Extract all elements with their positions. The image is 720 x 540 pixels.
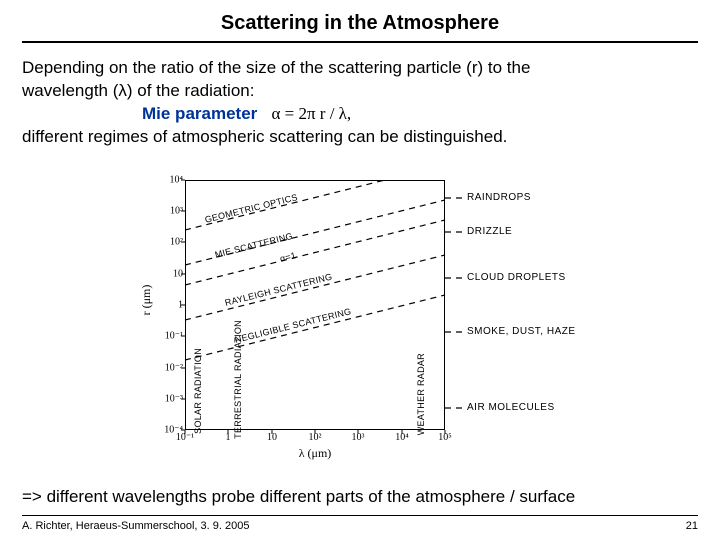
bottom-label: SOLAR RADIATION <box>193 348 203 434</box>
mie-label: Mie parameter <box>142 104 257 123</box>
footer-left: A. Richter, Heraeus-Summerschool, 3. 9. … <box>22 520 249 532</box>
right-label: AIR MOLECULES <box>467 402 555 413</box>
intro-line-3: different regimes of atmospheric scatter… <box>22 126 698 149</box>
bottom-label: WEATHER RADAR <box>416 353 426 435</box>
slide-title: Scattering in the Atmosphere <box>22 12 698 43</box>
xtick: 1 <box>226 432 231 443</box>
y-axis-label: r (μm) <box>139 284 154 315</box>
xtick: 10⁴ <box>395 432 409 443</box>
footer: A. Richter, Heraeus-Summerschool, 3. 9. … <box>22 515 698 532</box>
right-label: RAINDROPS <box>467 192 531 203</box>
xtick: 10⁻¹ <box>176 432 194 443</box>
xtick: 10⁵ <box>438 432 452 443</box>
mie-formula: α = 2π r / λ, <box>271 104 351 123</box>
intro-line-2: wavelength (λ) of the radiation: <box>22 80 698 103</box>
right-label: SMOKE, DUST, HAZE <box>467 326 576 337</box>
xtick: 10² <box>309 432 322 443</box>
slide: Scattering in the Atmosphere Depending o… <box>0 0 720 540</box>
x-axis-label: λ (μm) <box>299 446 332 461</box>
ytick: 10² <box>143 236 183 247</box>
ytick: 10⁻² <box>143 362 183 373</box>
right-label: DRIZZLE <box>467 226 512 237</box>
scattering-chart: 10⁻⁴ 10⁻³ 10⁻² 10⁻¹ 1 10 10² 10³ 10⁴ 10⁻… <box>125 170 595 460</box>
ytick: 10 <box>143 268 183 279</box>
ytick: 10³ <box>143 205 183 216</box>
ytick: 10⁻³ <box>143 393 183 404</box>
xtick: 10 <box>267 432 277 443</box>
right-label: CLOUD DROPLETS <box>467 272 566 283</box>
footer-right: 21 <box>686 520 698 532</box>
conclusion-text: => different wavelengths probe different… <box>22 487 698 507</box>
xtick: 10³ <box>352 432 365 443</box>
mie-parameter-line: Mie parameter α = 2π r / λ, <box>142 103 698 126</box>
intro-text: Depending on the ratio of the size of th… <box>22 57 698 149</box>
ytick: 10⁴ <box>143 174 183 185</box>
intro-line-1: Depending on the ratio of the size of th… <box>22 57 698 80</box>
ytick: 10⁻¹ <box>143 330 183 341</box>
chart-container: 10⁻⁴ 10⁻³ 10⁻² 10⁻¹ 1 10 10² 10³ 10⁴ 10⁻… <box>22 155 698 475</box>
bottom-label: TERRESTRIAL RADIATION <box>233 320 243 439</box>
